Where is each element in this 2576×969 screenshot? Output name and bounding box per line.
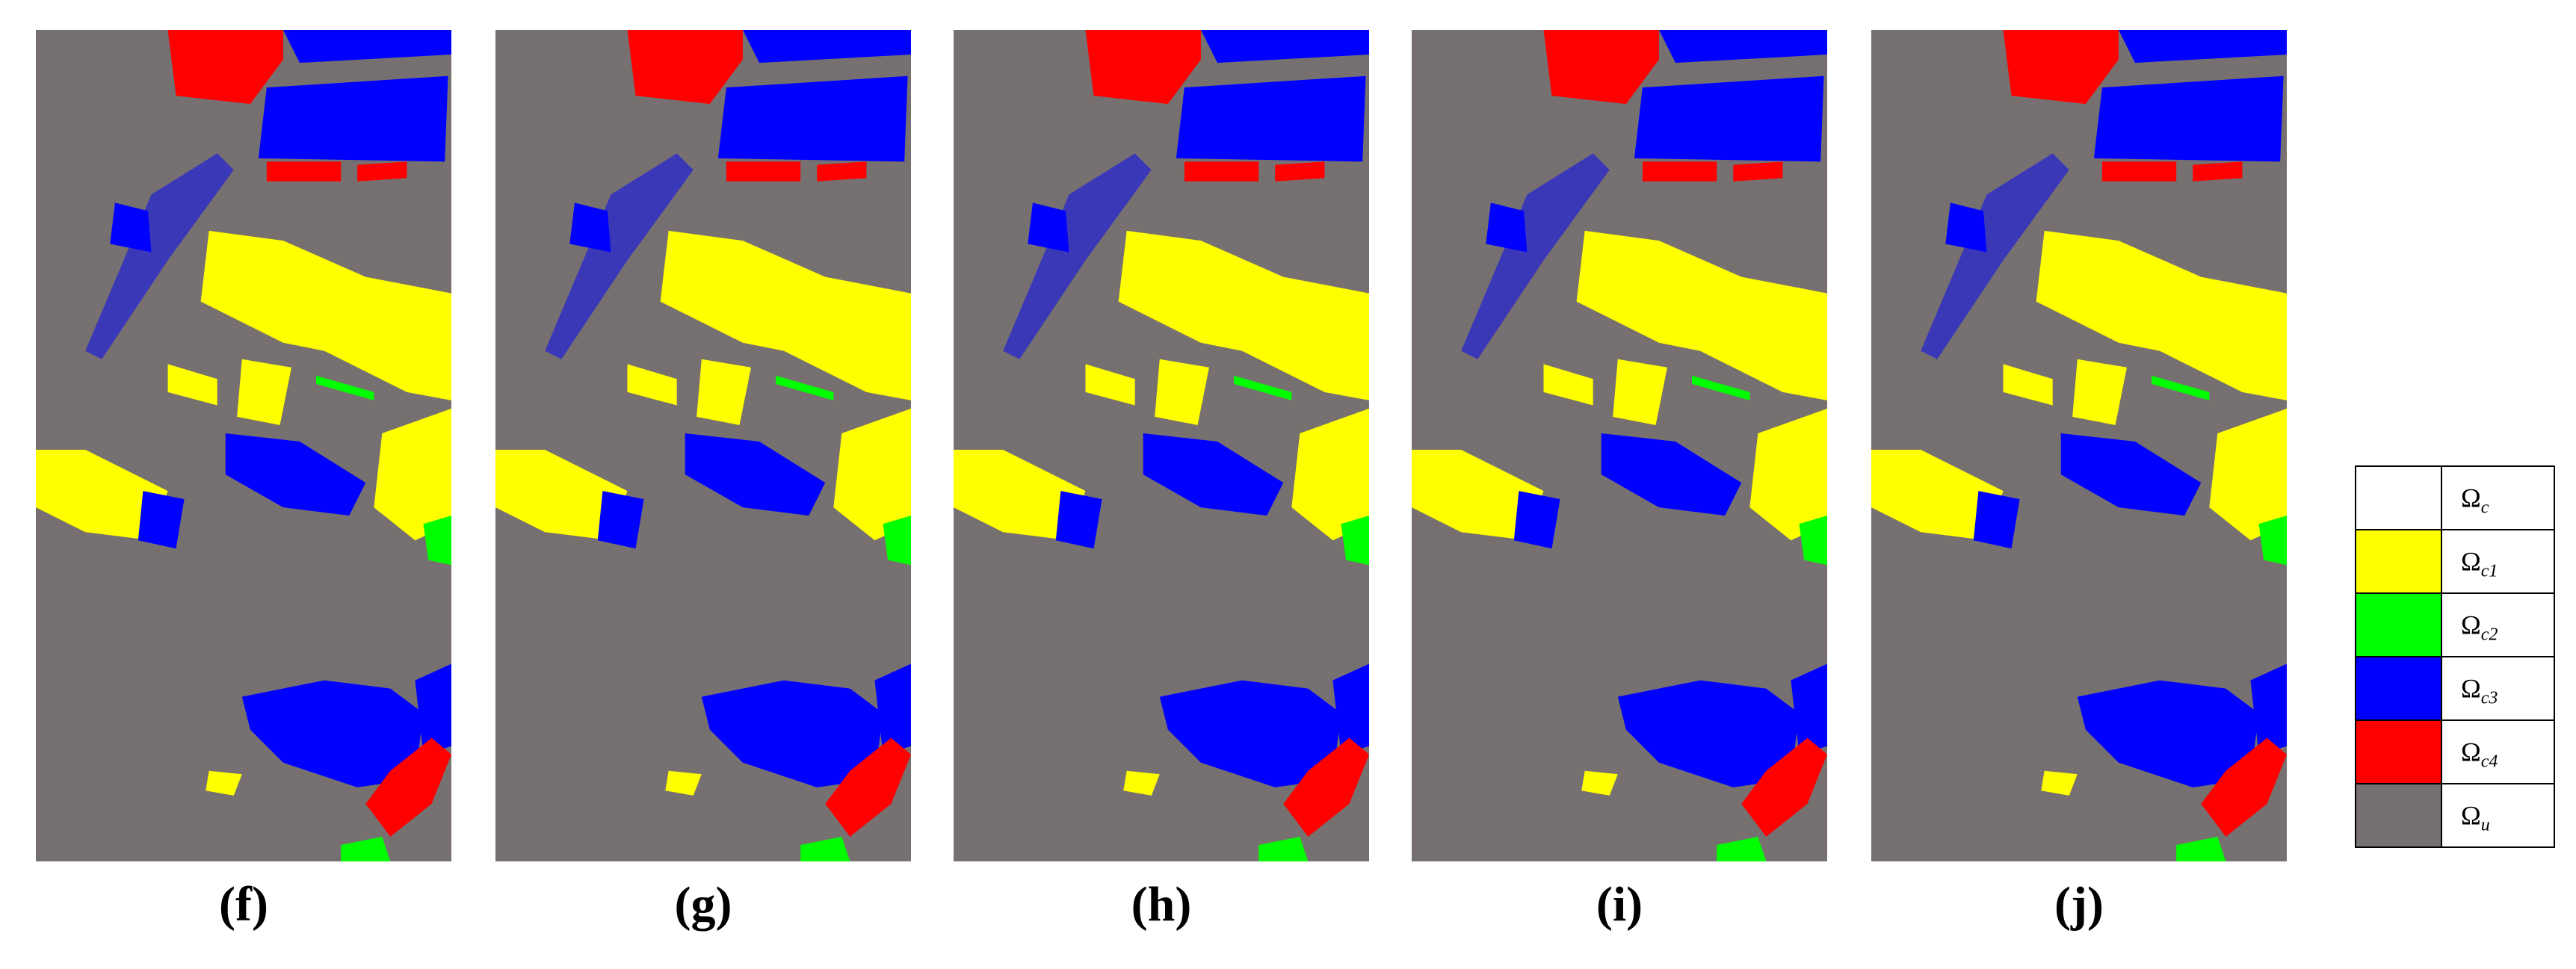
legend-label: Ωc1	[2461, 547, 2498, 581]
legend-cell	[2441, 465, 2555, 530]
legend-subscript: u	[2481, 816, 2490, 835]
legend-subscript: c2	[2481, 625, 2498, 645]
legend-symbol: Ω	[2461, 737, 2481, 767]
panel-label: (g)	[675, 877, 732, 932]
legend-label: Ωc4	[2461, 737, 2498, 772]
legend-swatch	[2355, 783, 2442, 848]
panels: (f) (g) (h) (i) (j)	[36, 30, 2287, 932]
legend-swatch	[2355, 465, 2442, 530]
legend-swatch	[2355, 719, 2442, 784]
legend-cell	[2441, 783, 2555, 848]
classification-map	[1871, 30, 2287, 861]
legend-subscript: c1	[2481, 562, 2498, 581]
classification-map	[36, 30, 451, 861]
legend-cell	[2441, 529, 2555, 594]
legend-subscript: c4	[2481, 752, 2498, 772]
legend-cell	[2441, 656, 2555, 721]
panel-label: (f)	[219, 877, 268, 932]
legend-subscript: c3	[2481, 689, 2498, 708]
classification-map	[954, 30, 1369, 861]
legend-label: Ωc3	[2461, 674, 2498, 708]
legend-swatch	[2355, 656, 2442, 721]
panel-label: (h)	[1131, 877, 1192, 932]
legend-label: Ωc	[2461, 483, 2489, 518]
legend-symbol: Ω	[2461, 674, 2481, 704]
legend-symbol: Ω	[2461, 483, 2481, 513]
legend-swatch	[2355, 529, 2442, 594]
legend-symbol: Ω	[2461, 610, 2481, 640]
legend-symbol: Ω	[2461, 547, 2481, 577]
legend-cell	[2441, 719, 2555, 784]
legend-label: Ωu	[2461, 801, 2490, 835]
legend-subscript: c	[2481, 498, 2489, 518]
legend-cell	[2441, 592, 2555, 657]
legend-symbol: Ω	[2461, 801, 2481, 831]
panel-label: (i)	[1596, 877, 1643, 932]
panel-label: (j)	[2054, 877, 2104, 932]
classification-map	[1412, 30, 1827, 861]
legend-swatch	[2355, 592, 2442, 657]
legend-label: Ωc2	[2461, 610, 2498, 645]
classification-map	[495, 30, 911, 861]
